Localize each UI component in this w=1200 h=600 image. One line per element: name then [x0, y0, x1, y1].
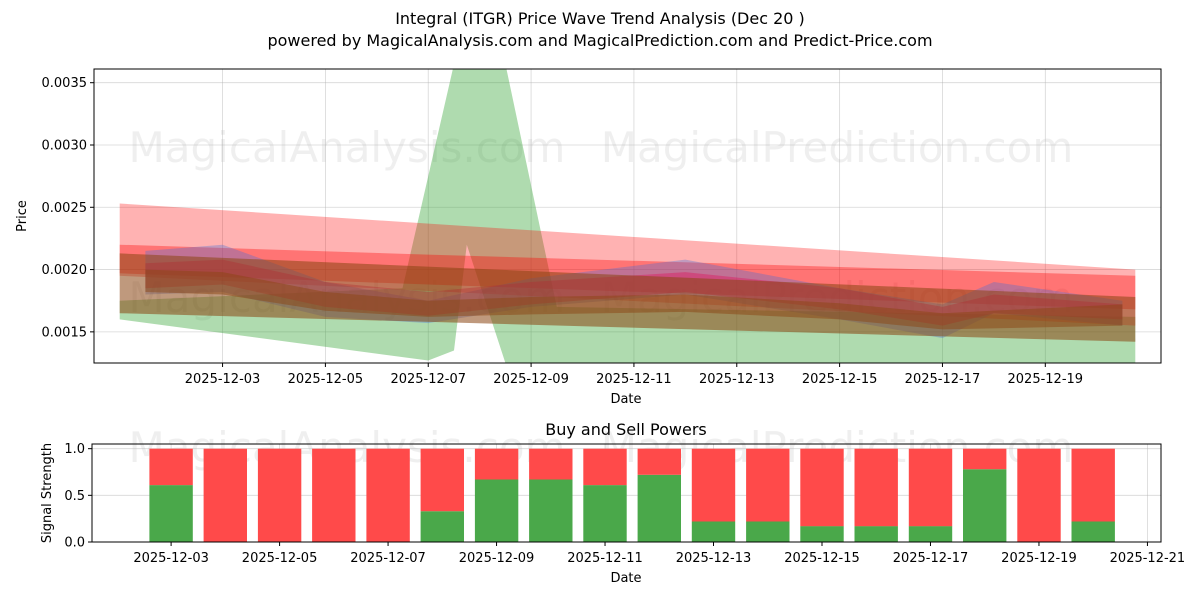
- sell-bar: [366, 448, 410, 542]
- buy-sell-panel: Buy and Sell Powers MagicalAnalysis.com …: [40, 420, 1185, 586]
- buy-bar: [149, 485, 193, 542]
- sell-bar: [257, 448, 302, 542]
- sell-bar: [149, 448, 193, 486]
- buy-bar: [529, 479, 573, 542]
- buy-sell-y-tick-label: 0.5: [64, 489, 85, 504]
- price-x-axis-label: Date: [610, 392, 641, 407]
- buy-sell-x-tick-label: 2025-12-13: [676, 551, 752, 566]
- sell-bar: [854, 448, 898, 527]
- sell-bar: [908, 448, 953, 527]
- price-x-tick-label: 2025-12-07: [390, 372, 466, 387]
- watermark-analysis-top: MagicalAnalysis.com: [129, 123, 566, 172]
- buy-sell-x-tick-label: 2025-12-09: [459, 551, 535, 566]
- buy-sell-x-tick-label: 2025-12-17: [893, 551, 969, 566]
- price-x-tick-label: 2025-12-13: [699, 372, 775, 387]
- buy-bar: [800, 526, 844, 542]
- chart-header: Integral (ITGR) Price Wave Trend Analysi…: [0, 8, 1200, 52]
- price-y-ticks: 0.0015 0.0020 0.0025 0.0030 0.0035: [42, 76, 94, 340]
- sell-bar: [963, 448, 1007, 470]
- buy-bar: [691, 521, 736, 542]
- buy-bar: [637, 474, 681, 542]
- price-y-tick-label: 0.0015: [42, 325, 88, 340]
- sell-bar: [583, 448, 627, 486]
- price-x-tick-label: 2025-12-19: [1008, 372, 1084, 387]
- price-wave-panel: MagicalAnalysis.com MagicalPrediction.co…: [15, 68, 1162, 407]
- buy-bar: [908, 526, 953, 542]
- price-x-tick-label: 2025-12-05: [288, 372, 364, 387]
- sell-bar: [1017, 448, 1061, 542]
- buy-sell-x-axis-label: Date: [610, 571, 641, 586]
- sell-bar: [691, 448, 736, 522]
- price-y-axis-label: Price: [15, 200, 30, 232]
- buy-sell-x-tick-label: 2025-12-15: [784, 551, 860, 566]
- price-band-group: [119, 69, 1136, 363]
- chart-subtitle: powered by MagicalAnalysis.com and Magic…: [267, 31, 933, 50]
- buy-sell-x-tick-label: 2025-12-07: [350, 551, 426, 566]
- price-x-tick-label: 2025-12-09: [493, 372, 569, 387]
- price-y-tick-label: 0.0025: [42, 201, 88, 216]
- buy-sell-title: Buy and Sell Powers: [545, 420, 707, 439]
- buy-sell-y-tick-label: 0.0: [64, 536, 85, 551]
- buy-sell-x-tick-label: 2025-12-05: [242, 551, 318, 566]
- sell-bar: [474, 448, 519, 480]
- buy-sell-bars: [149, 448, 1115, 542]
- price-y-tick-label: 0.0020: [42, 263, 88, 278]
- buy-bar: [420, 511, 464, 542]
- sell-bar: [529, 448, 573, 480]
- price-plot-frame: [93, 68, 1162, 364]
- sell-bar: [203, 448, 247, 542]
- watermark-prediction-top: MagicalPrediction.com: [601, 123, 1074, 172]
- sell-bar: [800, 448, 844, 527]
- price-x-tick-label: 2025-12-17: [905, 372, 981, 387]
- buy-bar: [854, 526, 898, 542]
- sell-bar: [312, 448, 356, 542]
- buy-bar: [746, 521, 790, 542]
- buy-bar: [474, 479, 519, 542]
- buy-sell-plot-frame: [91, 443, 1162, 543]
- sell-bar: [420, 448, 464, 512]
- price-y-tick-label: 0.0035: [42, 76, 88, 91]
- chart-title: Integral (ITGR) Price Wave Trend Analysi…: [395, 9, 805, 28]
- sell-bar: [637, 448, 681, 475]
- band-brown-core: [145, 269, 1123, 330]
- buy-bar: [963, 469, 1007, 542]
- sell-bar: [1071, 448, 1115, 522]
- buy-sell-y-axis-label: Signal Strength: [40, 443, 55, 543]
- price-x-tick-label: 2025-12-15: [802, 372, 878, 387]
- price-x-tick-label: 2025-12-03: [185, 372, 261, 387]
- buy-sell-x-tick-label: 2025-12-19: [1001, 551, 1077, 566]
- buy-bar: [583, 485, 627, 542]
- sell-bar: [746, 448, 790, 522]
- price-x-ticks: 2025-12-03 2025-12-05 2025-12-07 2025-12-09…: [185, 363, 1083, 387]
- price-y-tick-label: 0.0030: [42, 138, 88, 153]
- buy-sell-x-tick-label: 2025-12-21: [1110, 551, 1186, 566]
- price-x-tick-label: 2025-12-11: [596, 372, 672, 387]
- buy-sell-x-ticks: 2025-12-03 2025-12-05 2025-12-07 2025-12-09…: [133, 542, 1185, 566]
- buy-sell-x-tick-label: 2025-12-03: [133, 551, 209, 566]
- buy-bar: [1071, 521, 1115, 542]
- buy-sell-x-tick-label: 2025-12-11: [567, 551, 643, 566]
- buy-sell-y-ticks: 0.0 0.5 1.0: [64, 442, 92, 551]
- buy-sell-y-tick-label: 1.0: [64, 442, 85, 457]
- price-bands: [119, 69, 1136, 363]
